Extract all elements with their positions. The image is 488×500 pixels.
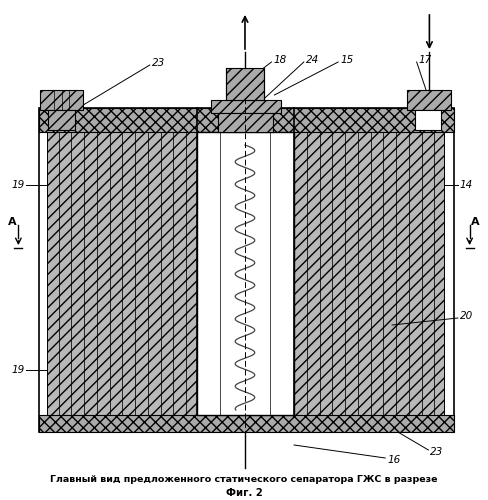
Text: 17: 17 <box>419 55 432 65</box>
Bar <box>39 415 454 432</box>
Bar <box>211 100 281 113</box>
Text: Фиг. 2: Фиг. 2 <box>225 488 263 498</box>
Bar <box>39 108 454 432</box>
Bar <box>197 132 294 415</box>
Text: 14: 14 <box>460 180 473 190</box>
Bar <box>40 90 83 110</box>
Bar <box>407 90 451 110</box>
Text: 24: 24 <box>306 55 319 65</box>
Text: 23: 23 <box>430 447 444 457</box>
Bar <box>48 110 75 130</box>
Text: 19: 19 <box>11 365 24 375</box>
Text: Главный вид предложенного статического сепаратора ГЖС в разрезе: Главный вид предложенного статического с… <box>50 476 438 484</box>
Text: 20: 20 <box>460 311 473 321</box>
Text: 19: 19 <box>11 180 24 190</box>
Bar <box>415 110 441 130</box>
Bar <box>47 132 197 415</box>
Text: A: A <box>8 217 17 227</box>
Text: 18: 18 <box>273 55 286 65</box>
Text: 16: 16 <box>387 455 401 465</box>
Bar <box>226 68 264 100</box>
Text: 15: 15 <box>340 55 353 65</box>
Bar <box>219 113 273 132</box>
Text: 23: 23 <box>152 58 165 68</box>
Bar <box>294 132 444 415</box>
Bar <box>39 108 454 132</box>
Text: A: A <box>471 217 480 227</box>
